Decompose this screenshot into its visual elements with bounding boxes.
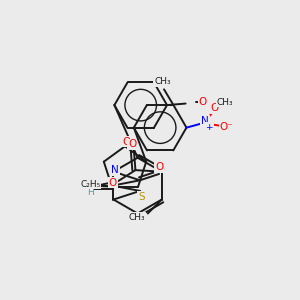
Text: +: + [205,123,213,132]
Text: O: O [199,97,207,107]
Text: N: N [111,165,119,175]
Text: O: O [128,140,136,149]
Text: H: H [87,188,93,197]
Text: C₂H₅: C₂H₅ [80,180,101,189]
Text: S: S [138,192,145,202]
Text: O: O [109,178,117,188]
Text: O⁻: O⁻ [220,122,234,132]
Text: O: O [210,103,218,113]
Text: CH₃: CH₃ [154,77,171,86]
Text: O: O [155,162,163,172]
Text: CH₃: CH₃ [217,98,233,106]
Text: N: N [131,213,139,223]
Text: O: O [122,136,131,147]
Text: CH₃: CH₃ [129,213,145,222]
Text: N: N [201,116,209,125]
